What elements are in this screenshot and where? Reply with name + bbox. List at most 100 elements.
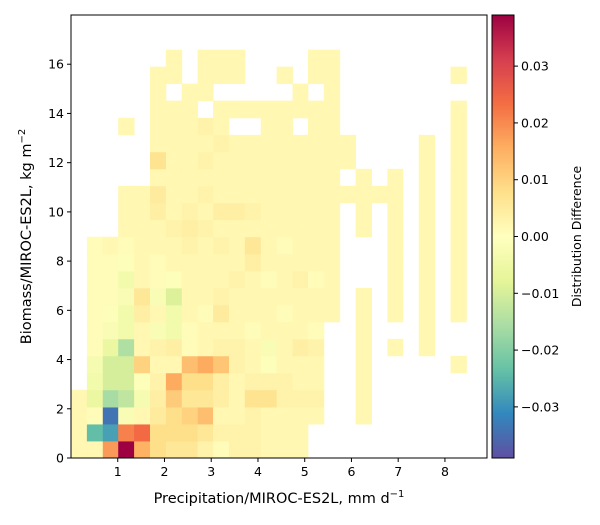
heatmap-cell — [197, 355, 214, 374]
colorbar-title: Distribution Difference — [569, 166, 584, 308]
heatmap-cell — [197, 407, 214, 425]
heatmap-cell — [213, 407, 230, 425]
heatmap-cell — [197, 134, 214, 153]
heatmap-cell — [260, 168, 278, 187]
heatmap-cell — [102, 338, 119, 357]
heatmap-cell — [450, 66, 467, 85]
heatmap-cell — [307, 407, 325, 425]
heatmap-cell — [355, 219, 372, 238]
heatmap-cell — [181, 287, 199, 306]
heatmap-cell — [244, 304, 262, 323]
heatmap-cell — [197, 424, 214, 442]
heatmap-cell — [134, 355, 151, 374]
heatmap-cell — [71, 424, 88, 442]
y-axis: 0 2 4 6 8 10 12 14 16 — [48, 57, 71, 466]
heatmap-cell — [149, 151, 167, 170]
heatmap-cell — [260, 355, 278, 374]
heatmap-cell — [292, 338, 309, 357]
heatmap-cell — [165, 151, 183, 170]
heatmap-cell — [134, 338, 151, 357]
x-axis-title-main: Precipitation/MIROC-ES2L, mm d — [154, 491, 390, 507]
heatmap-cell — [292, 100, 309, 119]
heatmap-cell — [260, 253, 278, 272]
heatmap-cell — [292, 372, 309, 391]
heatmap-cell — [450, 168, 467, 187]
heatmap-cell — [181, 304, 199, 323]
heatmap-cell — [118, 372, 135, 391]
heatmap-cell — [276, 270, 293, 289]
heatmap-cell — [118, 219, 135, 238]
heatmap-cell — [355, 389, 372, 408]
heatmap-cell — [276, 441, 293, 459]
heatmap-cell — [418, 253, 436, 272]
heatmap-cell — [228, 49, 246, 68]
heatmap-cell — [102, 372, 119, 391]
heatmap-cell — [228, 355, 246, 374]
heatmap-cell — [197, 338, 214, 357]
heatmap-cell — [260, 304, 278, 323]
heatmap-cell — [292, 151, 309, 170]
heatmap-cell — [134, 407, 151, 425]
heatmap-cell — [102, 389, 119, 408]
heatmap-cell — [450, 219, 467, 238]
y-tick-label: 6 — [56, 303, 64, 318]
heatmap-cell — [292, 441, 309, 459]
heatmap-cell — [118, 304, 135, 323]
heatmap-cell — [307, 270, 325, 289]
heatmap-cell — [307, 355, 325, 374]
heatmap-cell — [276, 117, 293, 136]
heatmap-cell — [134, 441, 151, 459]
heatmap-cell — [450, 253, 467, 272]
heatmap-cell — [387, 185, 404, 204]
heatmap-cell — [197, 185, 214, 204]
heatmap-cell — [165, 338, 183, 357]
heatmap-cell — [165, 287, 183, 306]
heatmap-cell — [197, 304, 214, 323]
heatmap-cell — [181, 83, 199, 102]
heatmap-cell — [418, 236, 436, 255]
heatmap-cell — [260, 151, 278, 170]
heatmap-cell — [197, 321, 214, 340]
heatmap-cell — [276, 202, 293, 221]
heatmap-cell — [228, 441, 246, 459]
heatmap-cell — [228, 321, 246, 340]
heatmap-cell — [244, 185, 262, 204]
heatmap-cell — [149, 236, 167, 255]
colorbar-tick-label: 0.02 — [521, 115, 549, 130]
heatmap-cell — [213, 66, 230, 85]
heatmap-cell — [197, 117, 214, 136]
x-tick-label: 8 — [441, 464, 449, 479]
heatmap-cell — [323, 219, 341, 238]
heatmap-cell — [134, 389, 151, 408]
x-axis-title: Precipitation/MIROC-ES2L, mm d−1 — [154, 489, 405, 507]
heatmap-cell — [118, 407, 135, 425]
colorbar-tick-label: 0.03 — [521, 59, 549, 74]
heatmap-cell — [244, 407, 262, 425]
heatmap-cell — [118, 202, 135, 221]
heatmap-cell — [244, 219, 262, 238]
heatmap-cell — [450, 185, 467, 204]
heatmap-cell — [118, 117, 135, 136]
heatmap-cell — [197, 287, 214, 306]
heatmap-cell — [197, 151, 214, 170]
heatmap-cell — [149, 338, 167, 357]
heatmap-cell — [102, 441, 119, 459]
heatmap-cell — [244, 424, 262, 442]
x-axis: 1 2 3 4 5 6 7 8 — [114, 458, 449, 479]
y-tick-label: 4 — [56, 352, 64, 367]
heatmap-cell — [292, 185, 309, 204]
heatmap-cell — [228, 185, 246, 204]
plot-frame — [70, 14, 488, 459]
heatmap-cell — [213, 151, 230, 170]
heatmap-cell — [134, 202, 151, 221]
heatmap-cell — [260, 202, 278, 221]
heatmap-cell — [197, 168, 214, 187]
heatmap-cell — [165, 389, 183, 408]
heatmap-cell — [307, 389, 325, 408]
heatmap-cell — [165, 407, 183, 425]
heatmap-cell — [213, 424, 230, 442]
heatmap-cell — [165, 355, 183, 374]
heatmap-cell — [181, 117, 199, 136]
heatmap-cell — [213, 338, 230, 357]
